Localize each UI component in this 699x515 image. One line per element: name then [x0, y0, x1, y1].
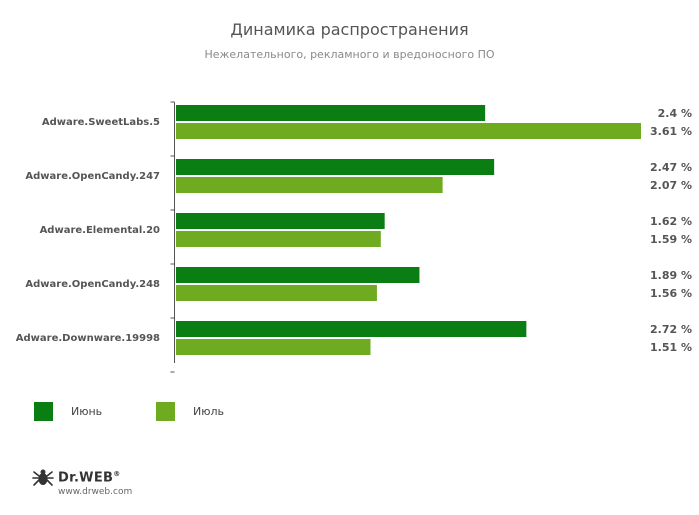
data-label: 1.59 % — [650, 233, 692, 246]
legend-swatch-july — [156, 402, 175, 421]
data-label: 2.07 % — [650, 179, 692, 192]
bar-july — [176, 231, 381, 247]
legend-item-july: Июль — [156, 402, 224, 421]
data-label: 1.56 % — [650, 287, 692, 300]
bar-june — [176, 321, 527, 337]
bar-june — [176, 213, 385, 229]
data-label: 1.51 % — [650, 341, 692, 354]
legend-swatch-june — [34, 402, 53, 421]
legend-label-june: Июнь — [71, 405, 103, 418]
data-label: 2.47 % — [650, 161, 692, 174]
website-url: www.drweb.com — [58, 487, 133, 497]
data-label: 2.4 % — [658, 107, 692, 120]
data-label: 3.61 % — [650, 125, 692, 138]
bar-june — [176, 159, 495, 175]
legend-label-july: Июль — [193, 405, 225, 418]
category-label: Adware.Elemental.20 — [40, 225, 160, 236]
bar-june — [176, 267, 420, 283]
spider-icon — [32, 469, 54, 486]
category-label: Adware.Downware.19998 — [16, 333, 160, 344]
drweb-logo: Dr.WEB® — [32, 468, 121, 488]
category-label: Adware.SweetLabs.5 — [42, 117, 160, 128]
data-label: 1.89 % — [650, 269, 692, 282]
category-label: Adware.OpenCandy.247 — [25, 171, 160, 182]
chart-title: Динамика распространения — [230, 20, 469, 39]
logo-text: Dr.WEB® — [58, 470, 121, 486]
data-label: 2.72 % — [650, 323, 692, 336]
chart-subtitle: Нежелательного, рекламного и вредоносног… — [204, 48, 495, 61]
bar-july — [176, 123, 641, 139]
category-label: Adware.OpenCandy.248 — [25, 279, 160, 290]
bar-july — [176, 339, 371, 355]
legend-item-june: Июнь — [34, 402, 102, 421]
data-label: 1.62 % — [650, 215, 692, 228]
bar-july — [176, 177, 443, 193]
bar-july — [176, 285, 377, 301]
bar-june — [176, 105, 486, 121]
